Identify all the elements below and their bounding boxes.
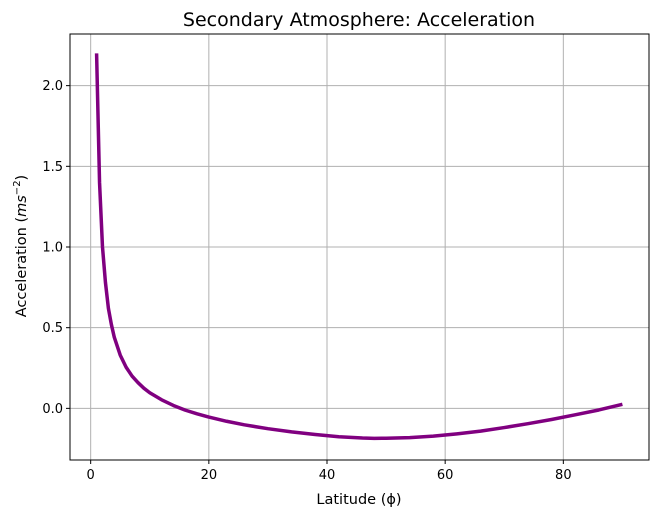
chart-title: Secondary Atmosphere: Acceleration — [183, 9, 535, 31]
y-axis-label-close: ) — [14, 175, 30, 181]
x-tick-label: 60 — [437, 468, 454, 483]
y-tick-label: 0.5 — [42, 321, 63, 336]
y-tick-label: 1.0 — [42, 241, 63, 256]
x-tick-label: 40 — [319, 468, 336, 483]
plot-series — [94, 53, 623, 441]
x-axis-label: Latitude (ϕ) — [316, 492, 401, 508]
grid-lines — [70, 34, 649, 460]
x-tick-label: 0 — [87, 468, 95, 483]
axis-ticks: 0 20 40 60 80 0.0 0.5 1.0 1.5 2.0 — [42, 79, 571, 483]
y-axis-label-unit: ms — [14, 195, 30, 217]
y-tick-label: 2.0 — [42, 79, 63, 94]
y-axis-label-exponent: −2 — [12, 180, 23, 195]
acceleration-line — [94, 53, 623, 441]
y-axis-label-main: Acceleration ( — [14, 217, 30, 317]
y-tick-label: 1.5 — [42, 160, 63, 175]
x-tick-label: 20 — [201, 468, 218, 483]
x-tick-label: 80 — [555, 468, 572, 483]
y-tick-label: 0.0 — [42, 402, 63, 417]
y-axis-label: Acceleration (ms−2) — [12, 175, 30, 317]
